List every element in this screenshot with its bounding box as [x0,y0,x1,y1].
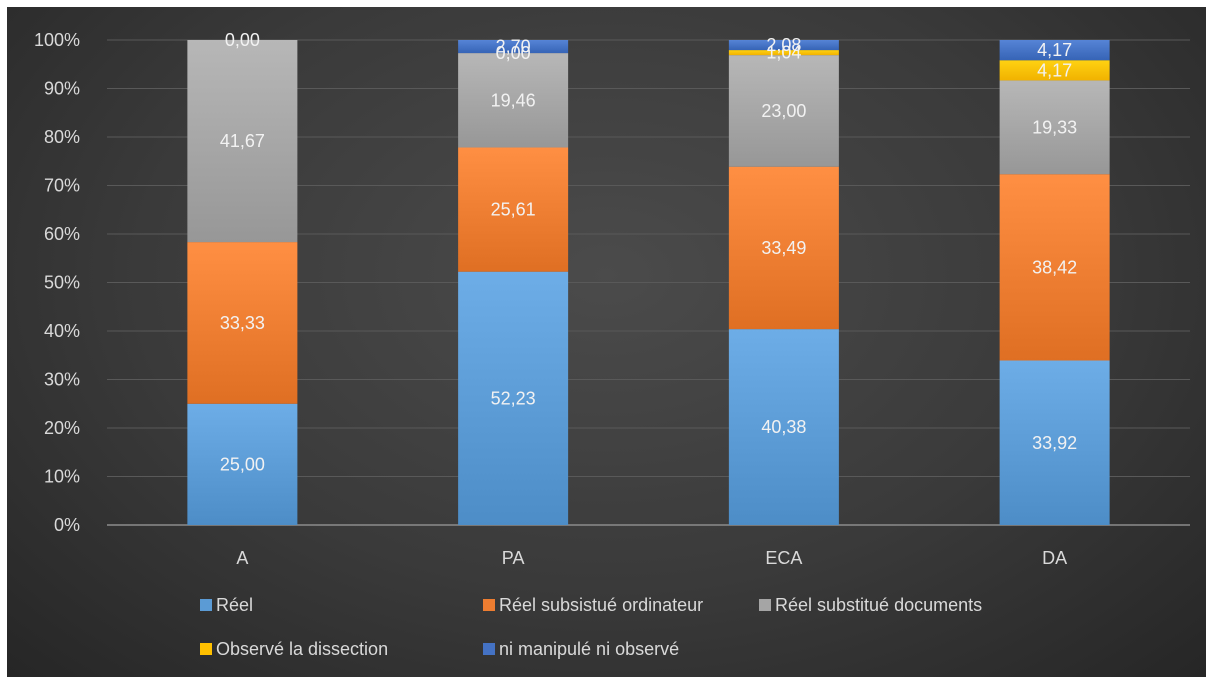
y-tick-label: 10% [44,467,80,487]
bar-segment [458,40,569,54]
data-labels: 25,0033,3341,670,0052,2325,6119,460,002,… [220,30,1077,474]
bar-segment [999,60,1110,81]
bar-segment [458,271,569,525]
bar-segment [999,360,1110,525]
legend-label: Réel subsistué ordinateur [499,595,703,615]
bar-segment [728,50,839,56]
legend-label: Observé la dissection [216,639,388,659]
data-label: 19,46 [491,90,536,110]
legend-swatch [759,599,771,611]
bar-segment [999,174,1110,361]
y-tick-label: 60% [44,224,80,244]
legend-swatch [483,643,495,655]
data-label: 25,61 [491,200,536,220]
y-axis: 0% 10% 20% 30% 40% 50% 60% 70% 80% 90% 100% [34,30,80,535]
data-label: 4,17 [1037,40,1072,60]
bars [187,40,1110,525]
x-category-label: PA [502,548,525,568]
bar-segment [999,80,1110,175]
bar-segment [187,403,298,525]
legend-label: ni manipulé ni observé [499,639,679,659]
data-label: 1,04 [766,43,801,63]
x-category-label: A [236,548,248,568]
data-label: 40,38 [761,417,806,437]
y-tick-label: 20% [44,418,80,438]
chart-area: 0% 10% 20% 30% 40% 50% 60% 70% 80% 90% 100% 25,00 3… [7,7,1206,677]
legend-swatch [483,599,495,611]
data-label: 0,00 [225,30,260,50]
y-tick-label: 90% [44,79,80,99]
legend-swatch [200,599,212,611]
data-label: 52,23 [491,388,536,408]
bar-segment [728,40,839,51]
legend-label: Réel [216,595,253,615]
data-label: 38,42 [1032,257,1077,277]
data-label: 33,33 [220,313,265,333]
x-category-label: ECA [765,548,802,568]
data-label: 33,92 [1032,433,1077,453]
legend-label: Réel substitué documents [775,595,982,615]
data-label: 23,00 [761,101,806,121]
legend: Réel Réel subsistué ordinateur Réel substi… [200,595,982,659]
data-label: 25,00 [220,454,265,474]
bar-segment [458,147,569,272]
bar-segment [458,53,569,148]
bar-segment [999,40,1110,61]
y-tick-label: 0% [54,515,80,535]
y-tick-label: 100% [34,30,80,50]
legend-swatch [200,643,212,655]
x-axis: A PA ECA DA [236,548,1067,568]
bar-segment [728,166,839,330]
data-label: 4,17 [1037,60,1072,80]
bar-segment [187,242,298,404]
data-label: 41,67 [220,131,265,151]
y-tick-label: 40% [44,321,80,341]
bar-segment [728,329,839,525]
bar-segment [187,40,298,243]
y-tick-label: 50% [44,273,80,293]
stacked-bar-chart: 0% 10% 20% 30% 40% 50% 60% 70% 80% 90% 100% 25,00 3… [34,30,1190,659]
data-label: 33,49 [761,238,806,258]
data-label: 19,33 [1032,117,1077,137]
y-tick-label: 70% [44,176,80,196]
data-label: 2,08 [766,35,801,55]
data-label: 2,70 [496,37,531,57]
data-label: 0,00 [496,43,531,63]
x-category-label: DA [1042,548,1067,568]
y-tick-label: 80% [44,127,80,147]
y-tick-label: 30% [44,370,80,390]
bar-segment [728,55,839,167]
